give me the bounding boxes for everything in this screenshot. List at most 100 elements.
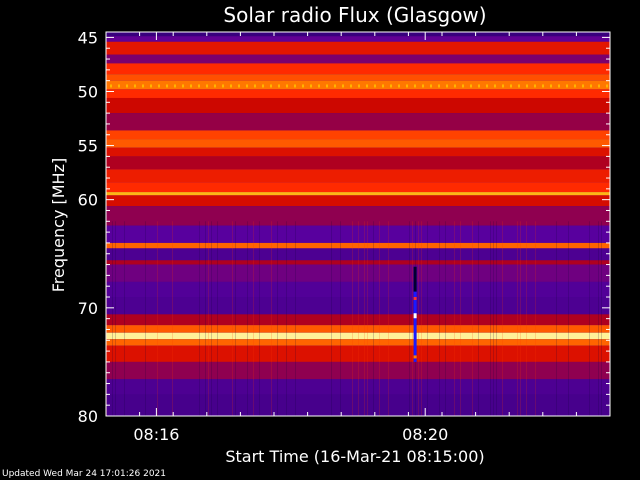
frequency-band — [106, 281, 610, 298]
noise-streak — [115, 221, 116, 416]
dot-marker — [558, 84, 560, 88]
noise-streak — [211, 221, 212, 416]
dot-marker — [398, 84, 400, 88]
frequency-band — [106, 260, 610, 265]
dot-marker — [382, 84, 384, 88]
noise-streak — [340, 221, 341, 416]
dot-marker — [542, 84, 544, 88]
dot-marker — [302, 84, 304, 88]
burst-spike-red — [413, 297, 417, 301]
noise-streak — [358, 221, 359, 416]
frequency-band — [106, 182, 610, 193]
dot-marker — [470, 84, 472, 88]
dot-marker — [358, 84, 360, 88]
frequency-band — [106, 36, 610, 42]
frequency-band — [106, 325, 610, 333]
y-tick-label: 45 — [78, 28, 98, 47]
dot-marker — [454, 84, 456, 88]
noise-streak — [418, 221, 419, 416]
frequency-band — [106, 361, 610, 380]
frequency-band — [106, 195, 610, 207]
noise-streak — [445, 221, 446, 416]
noise-streak — [409, 221, 410, 416]
noise-streak — [331, 221, 332, 416]
dot-marker — [246, 84, 248, 88]
dot-marker — [126, 84, 128, 88]
dot-marker — [110, 84, 112, 88]
noise-streak — [454, 221, 455, 416]
noise-streak — [379, 221, 380, 416]
noise-streak — [286, 221, 287, 416]
dot-marker — [446, 84, 448, 88]
dot-marker — [150, 84, 152, 88]
frequency-band — [106, 225, 610, 243]
dot-marker — [342, 84, 344, 88]
dot-marker — [462, 84, 464, 88]
noise-streak — [490, 221, 491, 416]
dot-marker — [334, 84, 336, 88]
dot-marker — [590, 84, 592, 88]
noise-streak — [253, 221, 254, 416]
dot-marker — [406, 84, 408, 88]
frequency-band — [106, 192, 610, 196]
noise-streak — [157, 221, 158, 416]
dot-marker — [198, 84, 200, 88]
noise-streak — [589, 221, 590, 416]
noise-streak — [556, 221, 557, 416]
dot-marker — [350, 84, 352, 88]
noise-streak — [145, 221, 146, 416]
noise-streak — [205, 221, 206, 416]
frequency-band — [106, 139, 610, 148]
chart-title: Solar radio Flux (Glasgow) — [223, 3, 486, 27]
dot-marker — [182, 84, 184, 88]
noise-streak — [352, 221, 353, 416]
x-tick-label: 08:16 — [133, 425, 179, 444]
noise-streak — [478, 221, 479, 416]
dot-marker — [526, 84, 528, 88]
noise-streak — [535, 221, 536, 416]
noise-streak — [427, 221, 428, 416]
dot-marker — [606, 84, 608, 88]
dot-marker — [270, 84, 272, 88]
y-tick-label: 50 — [78, 82, 98, 101]
dot-marker — [414, 84, 416, 88]
dot-marker — [254, 84, 256, 88]
burst-spike-top — [413, 266, 417, 292]
noise-texture — [106, 221, 602, 416]
dot-marker — [294, 84, 296, 88]
dot-marker — [278, 84, 280, 88]
x-axis-label: Start Time (16-Mar-21 08:15:00) — [225, 447, 484, 466]
frequency-band — [106, 89, 610, 98]
dot-marker — [238, 84, 240, 88]
dot-marker — [566, 84, 568, 88]
noise-streak — [271, 221, 272, 416]
burst-spike-white — [413, 313, 417, 319]
y-tick-label: 80 — [78, 407, 98, 426]
dot-marker — [374, 84, 376, 88]
plot-frame — [105, 31, 611, 417]
frequency-band — [106, 248, 610, 261]
dot-marker — [222, 84, 224, 88]
frequency-band — [106, 63, 610, 75]
noise-streak — [112, 221, 113, 416]
noise-streak — [526, 221, 527, 416]
dot-marker — [510, 84, 512, 88]
dot-marker — [438, 84, 440, 88]
noise-streak — [601, 221, 602, 416]
noise-streak — [199, 221, 200, 416]
dot-marker — [166, 84, 168, 88]
dot-marker — [366, 84, 368, 88]
noise-streak — [598, 221, 599, 416]
dot-marker — [534, 84, 536, 88]
noise-streak — [520, 221, 521, 416]
noise-streak — [373, 221, 374, 416]
dot-marker — [326, 84, 328, 88]
noise-streak — [259, 221, 260, 416]
dot-marker — [582, 84, 584, 88]
noise-streak — [235, 221, 236, 416]
dot-marker — [134, 84, 136, 88]
frequency-band — [106, 97, 610, 114]
burst-spike-orange — [413, 355, 417, 359]
noise-streak — [232, 221, 233, 416]
